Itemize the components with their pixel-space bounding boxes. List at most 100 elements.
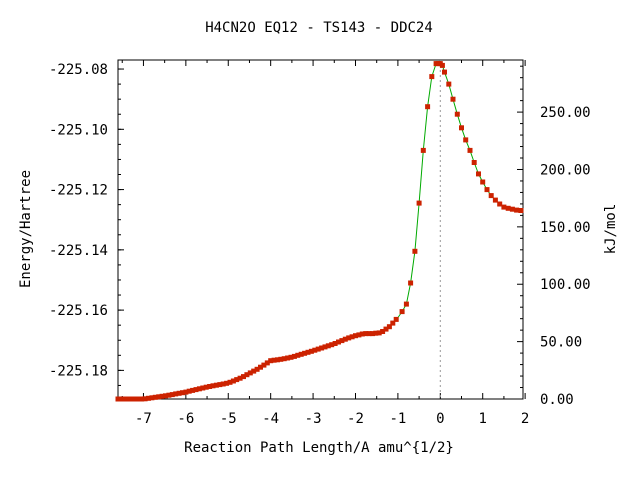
data-point — [183, 389, 189, 395]
data-point — [247, 370, 253, 376]
data-point — [370, 331, 375, 337]
data-point — [429, 74, 435, 80]
data-point — [278, 356, 284, 362]
data-point — [373, 330, 379, 336]
data-point — [271, 357, 277, 363]
data-point — [412, 248, 418, 254]
data-point — [435, 61, 441, 67]
data-point — [380, 329, 386, 334]
data-point — [288, 354, 294, 360]
data-point — [156, 394, 162, 400]
data-markers — [115, 61, 524, 402]
data-point — [135, 396, 141, 402]
data-point — [203, 384, 209, 390]
y-tick-label: -225.18 — [49, 363, 108, 379]
data-point — [176, 390, 182, 396]
data-point — [291, 353, 297, 359]
data-point — [125, 396, 131, 402]
data-point — [399, 309, 405, 315]
data-point — [227, 379, 233, 385]
x-tick-label: 2 — [521, 411, 529, 427]
data-point — [302, 350, 308, 356]
data-point — [173, 391, 179, 397]
data-point — [149, 395, 155, 401]
data-point — [305, 349, 311, 355]
data-point — [450, 96, 456, 102]
data-point — [210, 383, 216, 389]
data-point — [159, 393, 165, 399]
data-point — [129, 396, 135, 402]
data-point — [386, 324, 392, 330]
y-tick-label: -225.12 — [49, 183, 108, 199]
data-point — [163, 393, 168, 399]
data-point — [193, 387, 199, 393]
data-point — [454, 111, 460, 117]
data-point — [442, 69, 447, 75]
data-point — [342, 336, 348, 342]
y-tick-label: -225.16 — [49, 303, 108, 319]
data-point — [353, 333, 358, 339]
data-point — [308, 348, 314, 354]
x-tick-label: -6 — [177, 411, 194, 427]
data-point — [439, 62, 445, 68]
x-axis-label: Reaction Path Length/A amu^{1/2} — [184, 440, 454, 456]
data-point — [390, 320, 396, 326]
chart-title: H4CN2O EQ12 - TS143 - DDC24 — [205, 20, 433, 36]
x-tick-label: -1 — [389, 411, 406, 427]
y-tick-label: -225.14 — [49, 243, 108, 259]
data-point — [132, 396, 138, 402]
data-point — [258, 364, 263, 370]
data-point — [514, 207, 520, 213]
data-point — [234, 377, 240, 383]
data-point — [180, 390, 185, 396]
data-point — [251, 368, 257, 374]
data-point — [146, 395, 151, 401]
data-point — [366, 331, 372, 337]
data-point — [196, 386, 202, 392]
data-point — [200, 385, 206, 391]
data-point — [217, 382, 223, 388]
data-point — [281, 356, 287, 362]
data-point — [408, 280, 414, 286]
y-axis-ticks: -225.18 -225.16 -225.14 -225.12 -225.10 -225.… — [49, 62, 124, 379]
data-point — [463, 137, 469, 143]
data-point — [312, 347, 318, 353]
x-tick-label: -4 — [262, 411, 279, 427]
data-point — [315, 346, 321, 352]
y2-tick-label: 0.00 — [540, 392, 574, 408]
x-tick-label: -2 — [347, 411, 364, 427]
data-point — [492, 197, 498, 203]
y2-tick-label: 100.00 — [540, 277, 591, 293]
y-axis-label: Energy/Hartree — [18, 170, 34, 288]
data-point — [261, 362, 267, 368]
data-point — [298, 351, 304, 357]
data-point — [319, 345, 325, 351]
data-point — [275, 357, 280, 363]
data-point — [356, 332, 362, 338]
data-point — [488, 193, 494, 199]
data-point — [322, 344, 328, 350]
y2-tick-label: 250.00 — [540, 105, 591, 121]
data-point — [268, 358, 274, 364]
y2-tick-label: 150.00 — [540, 220, 591, 236]
data-point — [166, 392, 172, 398]
data-point — [393, 316, 399, 322]
data-point — [169, 392, 175, 398]
data-point — [363, 331, 369, 337]
data-point — [244, 372, 250, 378]
data-point — [339, 338, 345, 344]
data-point — [139, 396, 145, 402]
x-tick-label: -5 — [220, 411, 237, 427]
data-point — [230, 378, 236, 384]
data-point — [254, 366, 260, 372]
data-point — [118, 396, 124, 402]
data-point — [467, 147, 473, 153]
x-tick-label: -7 — [135, 411, 152, 427]
data-point — [285, 355, 291, 361]
data-point — [295, 352, 301, 358]
data-point — [359, 331, 365, 337]
data-point — [505, 205, 511, 211]
data-point — [122, 396, 128, 402]
x-axis-ticks: -7 -6 -5 -4 -3 -2 -1 0 1 2 — [135, 60, 529, 427]
data-point — [336, 339, 341, 345]
